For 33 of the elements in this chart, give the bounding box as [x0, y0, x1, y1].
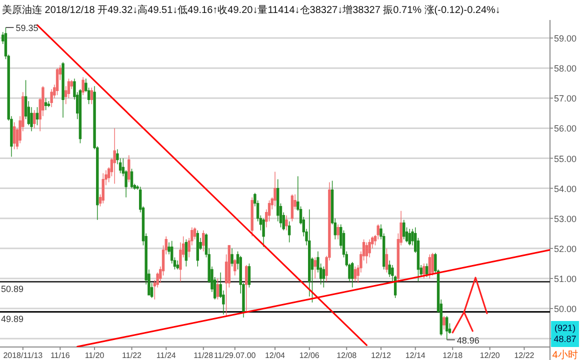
annotation: 59.35	[16, 23, 38, 34]
x-tick-label: 11/20	[84, 351, 105, 360]
x-tick-label: 2018/11/13	[3, 351, 44, 360]
y-tick-label: 54.00	[554, 184, 577, 194]
chart-title: 美原油连 2018/12/18 开49.32↓高49.51↓低49.16↑收49.20↓量11414↓仓38327↓增38327 振0.71% 涨(-0.12)-0.24%↓	[2, 4, 500, 16]
ref-line-label: 50.89	[1, 284, 24, 294]
y-tick-label: 55.00	[554, 154, 577, 164]
x-tick-label: 12/14	[405, 351, 426, 360]
text: (921)	[554, 323, 576, 333]
y-tick-label: 53.00	[554, 214, 577, 224]
y-tick-label: 57.00	[554, 94, 577, 104]
x-tick-label: 12/04	[264, 351, 286, 360]
x-tick-label: 12/06	[299, 351, 320, 360]
x-tick-label: 12/22	[514, 351, 535, 360]
x-tick-label: 11/28	[194, 351, 214, 360]
y-tick-label: 59.00	[554, 34, 577, 44]
text: 4小时	[552, 349, 578, 360]
x-tick-label: 11/22	[122, 351, 142, 360]
x-tick-label: 11/29.07.00	[214, 351, 256, 360]
x-tick-label: 12/18	[442, 351, 464, 360]
ref-line-label: 49.89	[1, 314, 24, 324]
x-tick-label: 11/24	[156, 351, 176, 360]
y-tick-label: 51.00	[554, 274, 577, 284]
x-tick-label: 12/08	[336, 351, 358, 360]
text: 48.87	[554, 334, 576, 344]
y-tick-label: 58.00	[554, 64, 577, 74]
x-tick-label: 11/16	[50, 351, 70, 360]
x-tick-label: 12/12	[370, 351, 392, 360]
y-tick-label: 56.00	[554, 124, 577, 134]
y-tick-label: 50.00	[554, 304, 577, 314]
y-tick-label: 52.00	[554, 244, 577, 254]
x-tick-label: 12/20	[480, 351, 500, 360]
annotation: 48.96	[456, 335, 480, 346]
